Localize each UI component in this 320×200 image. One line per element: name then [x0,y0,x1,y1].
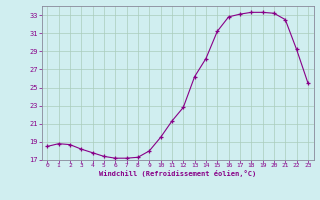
X-axis label: Windchill (Refroidissement éolien,°C): Windchill (Refroidissement éolien,°C) [99,170,256,177]
